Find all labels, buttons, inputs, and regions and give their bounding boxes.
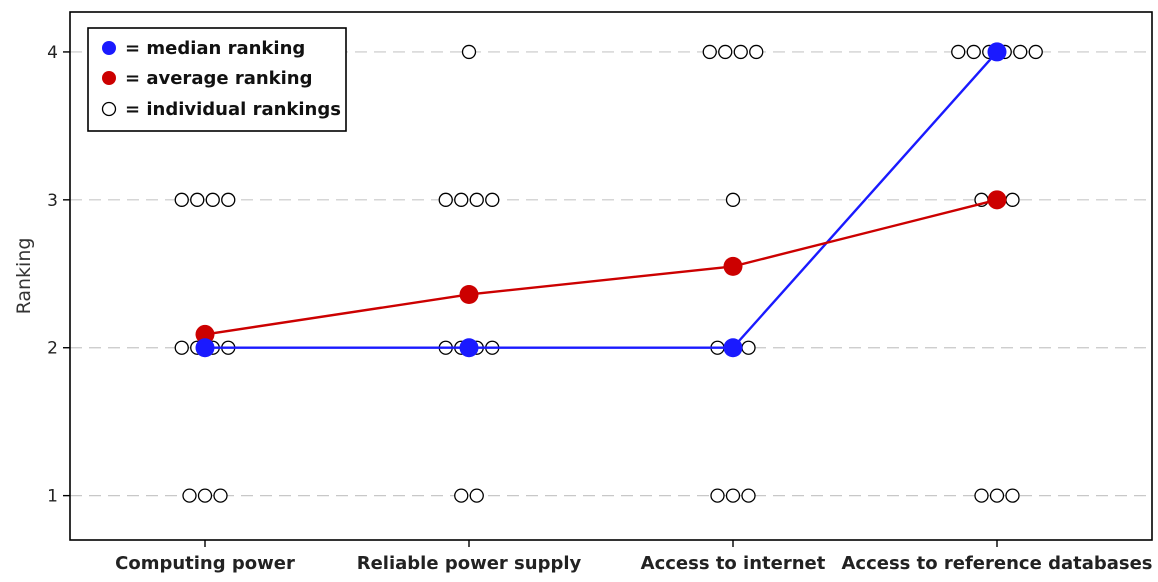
legend-average-marker	[102, 71, 116, 85]
y-axis-title: Ranking	[13, 238, 35, 315]
individual-ranking-point	[454, 488, 469, 503]
median-ranking-line	[205, 51, 998, 349]
individual-ranking-point	[1028, 44, 1043, 60]
legend-box	[87, 27, 347, 132]
individual-ranking-point	[454, 192, 469, 207]
x-tick-label-3: Access to reference databases	[841, 553, 1152, 574]
legend-individual-label: = individual rankings	[125, 99, 341, 120]
individual-ranking-point	[469, 488, 484, 503]
median-ranking-point	[459, 338, 479, 358]
individual-ranking-point	[989, 488, 1005, 503]
legend-median-label: = median ranking	[125, 38, 305, 59]
individual-ranking-point	[485, 192, 500, 207]
individual-ranking-point	[725, 192, 741, 207]
y-tick-label-2: 2	[47, 339, 58, 359]
average-ranking-line	[204, 198, 998, 336]
average-ranking-point	[723, 256, 743, 276]
individual-ranking-point	[174, 340, 189, 355]
individual-ranking-point	[469, 192, 484, 207]
y-tick-label-4: 4	[47, 43, 58, 63]
individual-ranking-point	[1005, 488, 1020, 503]
individual-ranking-point	[702, 44, 717, 60]
individual-ranking-point	[197, 488, 213, 503]
plot-frame	[69, 11, 1153, 541]
y-tick-label-3: 3	[47, 191, 58, 211]
individual-ranking-point	[213, 488, 228, 503]
individual-ranking-point	[221, 192, 236, 207]
individual-ranking-point	[966, 44, 981, 60]
x-tick-label-0: Computing power	[115, 553, 295, 574]
legend-individual-marker	[101, 101, 117, 117]
axes: 1 2 3 4 Computing power Reliable power supply…	[47, 43, 1152, 574]
individual-ranking-point	[205, 192, 220, 207]
legend: = median ranking = average ranking = ind…	[87, 27, 347, 132]
individual-ranking-point	[725, 488, 741, 503]
individual-ranking-point	[741, 340, 756, 355]
individual-ranking-point	[190, 192, 205, 207]
median-ranking-point	[723, 338, 743, 358]
series-points	[195, 42, 1007, 358]
y-tick-label-1: 1	[47, 487, 58, 507]
x-tick-label-1: Reliable power supply	[357, 553, 582, 574]
average-ranking-point	[987, 190, 1007, 210]
individual-ranking-point	[741, 488, 756, 503]
individual-ranking-point	[174, 192, 189, 207]
individual-ranking-point	[951, 44, 966, 60]
individual-ranking-point	[1005, 192, 1020, 207]
individual-ranking-point	[438, 192, 453, 207]
series-lines	[204, 51, 998, 349]
individual-ranking-point	[733, 44, 748, 60]
individual-ranking-point	[749, 44, 764, 60]
median-ranking-point	[987, 42, 1007, 62]
median-ranking-point	[195, 338, 215, 358]
x-tick-label-2: Access to internet	[641, 553, 826, 574]
individual-ranking-point	[182, 488, 197, 503]
individual-ranking-point	[1013, 44, 1028, 60]
legend-median-marker	[102, 41, 116, 55]
legend-average-label: = average ranking	[125, 68, 313, 89]
average-ranking-point	[195, 324, 215, 344]
average-ranking-point	[459, 284, 479, 304]
individual-ranking-point	[461, 44, 477, 60]
individual-ranking-point	[718, 44, 733, 60]
individual-ranking-point	[974, 488, 989, 503]
individual-ranking-point	[710, 488, 725, 503]
